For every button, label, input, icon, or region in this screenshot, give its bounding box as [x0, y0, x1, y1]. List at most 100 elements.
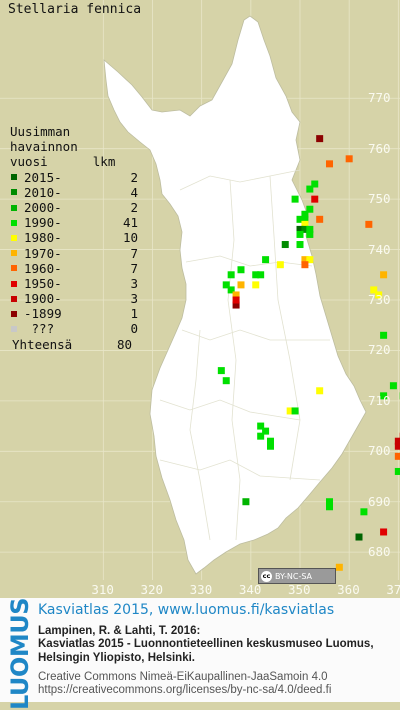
y-axis-label: 750 [368, 191, 391, 206]
observation-point [316, 135, 323, 142]
legend-swatch [11, 296, 17, 302]
legend-total-label: Yhteensä [10, 337, 94, 352]
legend-header-1: Uusimman [10, 124, 138, 139]
x-axis-label: 340 [239, 582, 262, 597]
observation-point [395, 468, 400, 475]
legend-row: 1970-7 [10, 246, 138, 261]
citation-line-2: Kasviatlas 2015 - Luonnontieteellinen ke… [38, 638, 374, 651]
observation-point [306, 231, 313, 238]
legend-row: 2000-2 [10, 200, 138, 215]
y-axis-label: 680 [368, 544, 391, 559]
observation-point [257, 271, 264, 278]
legend-period: ??? [24, 321, 92, 336]
legend-total-count: 80 [94, 337, 132, 352]
observation-point [223, 377, 230, 384]
legend-period: 1970- [24, 246, 92, 261]
observation-point [365, 221, 372, 228]
legend-swatch [11, 250, 17, 256]
legend-period: 1900- [24, 291, 92, 306]
legend-count: 41 [92, 215, 138, 230]
x-axis-label: 330 [190, 582, 213, 597]
legend-swatch [11, 189, 17, 195]
observation-point [326, 160, 333, 167]
legend-row: 2010-4 [10, 185, 138, 200]
legend-period: 2010- [24, 185, 92, 200]
legend-count: 0 [92, 321, 138, 336]
observation-point [380, 332, 387, 339]
legend-count: 1 [92, 306, 138, 321]
observation-point [395, 443, 400, 450]
x-axis-label: 350 [288, 582, 311, 597]
license-line-1: Creative Commons Nimeä-EiKaupallinen-Jaa… [38, 671, 331, 684]
observation-point [316, 216, 323, 223]
observation-point [237, 266, 244, 273]
legend-period: 1960- [24, 261, 92, 276]
citation-line-3: Helsingin Yliopisto, Helsinki. [38, 652, 374, 665]
citation: Lampinen, R. & Lahti, T. 2016: Kasviatla… [38, 625, 374, 665]
license-url-link[interactable]: https://creativecommons.org/licenses/by-… [38, 684, 331, 697]
citation-line-1: Lampinen, R. & Lahti, T. 2016: [38, 625, 374, 638]
legend-swatch [11, 265, 17, 271]
observation-point [306, 186, 313, 193]
y-axis-label: 730 [368, 292, 391, 307]
legend-header-3: vuosi lkm [10, 154, 138, 169]
observation-point [267, 443, 274, 450]
legend-swatch [11, 174, 17, 180]
y-axis-label: 710 [368, 393, 391, 408]
legend-period: 2000- [24, 200, 92, 215]
x-axis-label: 310 [91, 582, 114, 597]
legend-period: 1990- [24, 215, 92, 230]
observation-point [218, 367, 225, 374]
legend-row: 1990-41 [10, 215, 138, 230]
cc-license-badge[interactable]: cc BY-NC-SA [258, 568, 336, 584]
observation-point [297, 231, 304, 238]
legend-swatch [11, 205, 17, 211]
legend-period: 1950- [24, 276, 92, 291]
observation-point [346, 155, 353, 162]
legend-row: 1960-7 [10, 261, 138, 276]
luomus-logo: LUOMUS [6, 610, 34, 710]
observation-point [297, 241, 304, 248]
legend-count: 2 [92, 170, 138, 185]
legend-swatch [11, 311, 17, 317]
observation-point [262, 256, 269, 263]
legend-swatch [11, 281, 17, 287]
cc-license-text: BY-NC-SA [275, 572, 312, 581]
legend-total: Yhteensä 80 [10, 337, 138, 352]
y-axis-label: 740 [368, 242, 391, 257]
legend-count: 7 [92, 261, 138, 276]
observation-point [237, 281, 244, 288]
atlas-title-link[interactable]: Kasviatlas 2015, www.luomus.fi/kasviatla… [38, 602, 334, 618]
observation-point [242, 498, 249, 505]
legend-swatch [11, 326, 17, 332]
observation-point [356, 534, 363, 541]
observation-point [326, 503, 333, 510]
cc-icon: cc [261, 571, 272, 582]
observation-point [292, 196, 299, 203]
observation-point [257, 433, 264, 440]
legend-count: 4 [92, 185, 138, 200]
legend-count: 2 [92, 200, 138, 215]
observation-point [292, 407, 299, 414]
observation-point [390, 382, 397, 389]
legend-count: 3 [92, 276, 138, 291]
legend-row: ???0 [10, 321, 138, 336]
legend-row: 2015-2 [10, 170, 138, 185]
license-text: Creative Commons Nimeä-EiKaupallinen-Jaa… [38, 671, 331, 698]
legend-period: 1980- [24, 230, 92, 245]
observation-point [282, 241, 289, 248]
observation-point [311, 196, 318, 203]
observation-point [252, 281, 259, 288]
legend-swatch [11, 235, 17, 241]
x-axis-label: 320 [140, 582, 163, 597]
legend-period: -1899 [24, 306, 92, 321]
y-axis-label: 690 [368, 494, 391, 509]
observation-point [233, 297, 240, 304]
observation-point [395, 453, 400, 460]
observation-point [316, 387, 323, 394]
observation-point [360, 508, 367, 515]
observation-point [301, 261, 308, 268]
legend-header-2: havainnon [10, 139, 138, 154]
